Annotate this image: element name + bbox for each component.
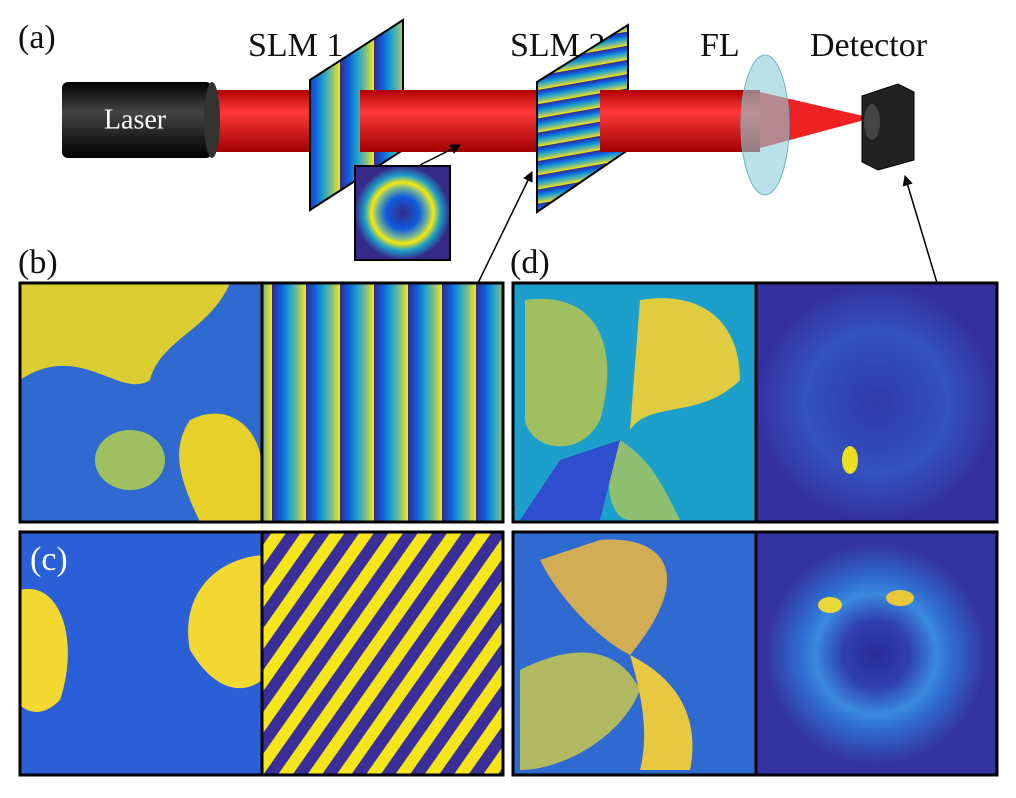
intensity-map [756, 283, 997, 522]
phase-region [179, 413, 262, 522]
phase-region [20, 283, 230, 385]
label-b: (b) [18, 244, 58, 281]
fl-label: FL [700, 27, 740, 64]
hot-spot [886, 590, 914, 606]
panels-b [18, 281, 505, 524]
binary-grating [262, 532, 503, 775]
phase-region [188, 555, 262, 689]
laser-label: Laser [104, 104, 167, 135]
phase-region [609, 440, 680, 520]
slm1-label: SLM 1 [248, 27, 343, 64]
lens [740, 54, 790, 196]
laser-end [204, 82, 220, 158]
laser [62, 82, 212, 158]
panels-c: (c) [18, 530, 505, 777]
vortex-ring [766, 544, 986, 764]
phase-region [540, 539, 668, 655]
label-a: (a) [18, 19, 56, 56]
panels-d [511, 281, 999, 777]
arrow [477, 171, 533, 284]
label-c: (c) [30, 541, 68, 578]
beam [600, 90, 760, 152]
phase-region [20, 588, 68, 712]
beam [205, 90, 315, 152]
phase-stripes [262, 283, 503, 522]
beam [360, 90, 540, 152]
detector-aperture [864, 104, 880, 140]
phase-region [520, 652, 640, 770]
hot-spot [818, 597, 842, 613]
hot-spot [842, 446, 858, 474]
arrow [419, 144, 461, 166]
phase-region [630, 298, 740, 430]
phase-region [525, 298, 608, 447]
phase-region [630, 655, 693, 770]
detector-label: Detector [810, 27, 928, 64]
phase-region [95, 430, 165, 490]
phase-region [520, 440, 620, 520]
arrow [902, 174, 938, 284]
inset-beam [354, 165, 451, 261]
label-d: (d) [510, 244, 550, 281]
